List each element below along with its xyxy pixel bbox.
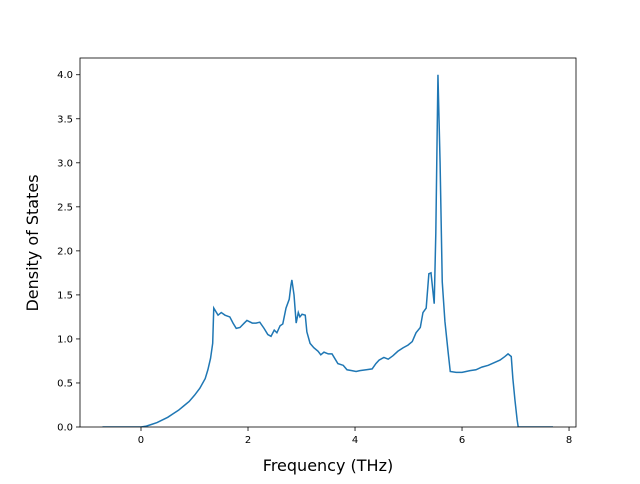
x-tick-label: 4: [352, 435, 358, 446]
line: [102, 74, 553, 427]
x-tick-label: 8: [566, 435, 572, 446]
y-tick-label: 3.5: [57, 114, 73, 125]
y-tick-label: 0.5: [57, 378, 73, 389]
y-tick-label: 2.5: [57, 202, 73, 213]
y-tick-label: 1.0: [57, 334, 73, 345]
y-tick-label: 2.0: [57, 246, 73, 257]
y-axis-label: Density of States: [23, 174, 42, 311]
x-tick-label: 0: [138, 435, 144, 446]
plot-frame: [79, 57, 577, 428]
y-tick-label: 3.0: [57, 158, 73, 169]
x-axis-label: Frequency (THz): [263, 456, 393, 475]
y-tick-label: 4.0: [57, 70, 73, 81]
x-tick-label: 6: [459, 435, 465, 446]
x-tick-label: 2: [245, 435, 251, 446]
y-tick-label: 1.5: [57, 290, 73, 301]
y-tick-label: 0.0: [57, 423, 73, 434]
